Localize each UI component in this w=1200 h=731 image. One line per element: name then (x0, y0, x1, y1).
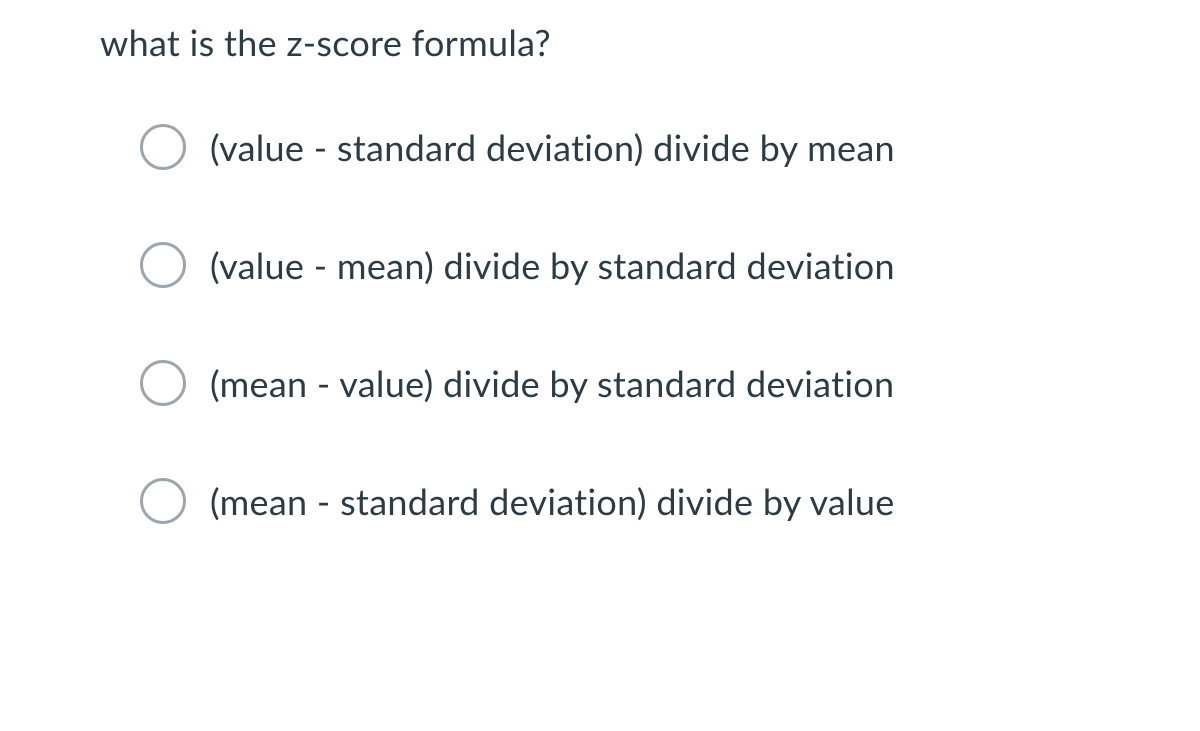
option-1[interactable]: (value - mean) divide by standard deviat… (140, 242, 1100, 288)
options-list: (value - standard deviation) divide by m… (100, 124, 1100, 524)
option-0[interactable]: (value - standard deviation) divide by m… (140, 124, 1100, 170)
question-text: what is the z-score formula? (100, 20, 1100, 64)
option-2[interactable]: (mean - value) divide by standard deviat… (140, 360, 1100, 406)
radio-icon[interactable] (140, 360, 186, 406)
radio-icon[interactable] (140, 124, 186, 170)
option-3[interactable]: (mean - standard deviation) divide by va… (140, 478, 1100, 524)
radio-icon[interactable] (140, 242, 186, 288)
option-label: (mean - standard deviation) divide by va… (210, 479, 895, 523)
option-label: (value - mean) divide by standard deviat… (210, 243, 895, 287)
option-label: (mean - value) divide by standard deviat… (210, 361, 894, 405)
option-label: (value - standard deviation) divide by m… (210, 125, 895, 169)
radio-icon[interactable] (140, 478, 186, 524)
